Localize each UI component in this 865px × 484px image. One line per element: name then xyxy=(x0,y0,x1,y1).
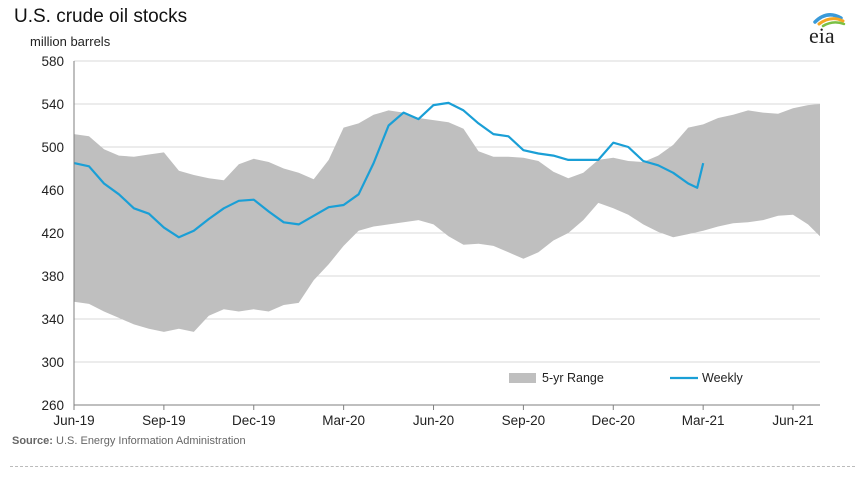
y-tick-label-300: 300 xyxy=(41,355,64,370)
y-tick-label-460: 460 xyxy=(41,183,64,198)
source-label: Source: xyxy=(12,435,53,447)
x-tick-label-Dec-19: Dec-19 xyxy=(232,413,276,428)
source-text: U.S. Energy Information Administration xyxy=(56,435,246,447)
x-tick-label-Mar-21: Mar-21 xyxy=(682,413,725,428)
legend: 5-yr Range Weekly xyxy=(509,371,744,385)
y-tick-label-580: 580 xyxy=(41,54,64,69)
weekly-stocks-line xyxy=(73,101,705,239)
weekly-line-layer xyxy=(73,101,705,239)
y-tick-label-340: 340 xyxy=(41,312,64,327)
x-tick-label-Mar-20: Mar-20 xyxy=(322,413,365,428)
five-year-range-band xyxy=(74,104,820,332)
x-tick-label-Jun-19: Jun-19 xyxy=(53,413,94,428)
y-tick-label-260: 260 xyxy=(41,398,64,413)
legend-label-weekly: Weekly xyxy=(702,371,744,385)
svg-text:eia: eia xyxy=(809,23,835,48)
axes: 260 300 340 380 420 460 500 540 580 Jun-19 Sep-19 D… xyxy=(41,54,820,428)
x-tick-label-Dec-20: Dec-20 xyxy=(592,413,636,428)
y-axis-unit-label: million barrels xyxy=(30,34,111,49)
y-tick-label-500: 500 xyxy=(41,140,64,155)
y-tick-label-420: 420 xyxy=(41,226,64,241)
chart-title: U.S. crude oil stocks xyxy=(14,6,188,27)
legend-label-range: 5-yr Range xyxy=(542,371,604,385)
x-tick-label-Sep-19: Sep-19 xyxy=(142,413,186,428)
x-tick-label-Jun-21: Jun-21 xyxy=(772,413,813,428)
eia-logo: eia xyxy=(809,13,846,48)
range-band-layer xyxy=(74,104,820,332)
source-note: Source: U.S. Energy Information Administ… xyxy=(12,435,246,447)
y-tick-label-380: 380 xyxy=(41,269,64,284)
y-tick-label-540: 540 xyxy=(41,97,64,112)
bottom-divider xyxy=(10,466,855,467)
x-tick-label-Sep-20: Sep-20 xyxy=(502,413,546,428)
legend-swatch-range xyxy=(509,373,536,383)
x-tick-label-Jun-20: Jun-20 xyxy=(413,413,454,428)
